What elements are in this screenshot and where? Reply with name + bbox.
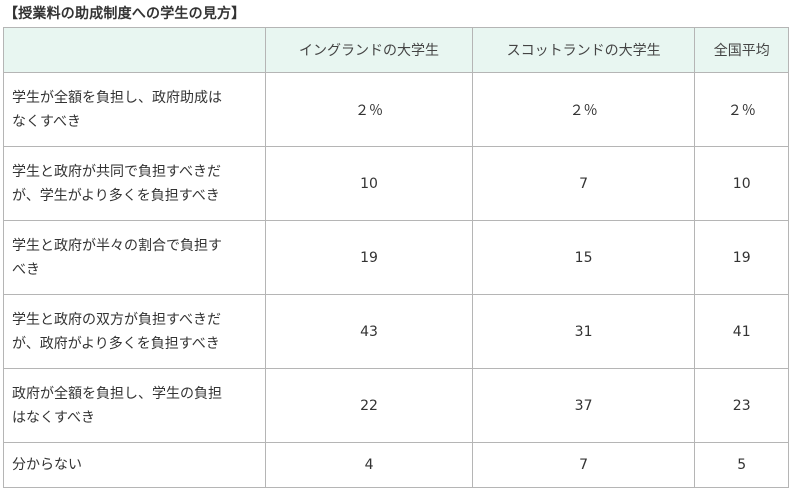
row-label-line: 学生と政府が半々の割合で負担す <box>12 237 222 254</box>
row-label-line: 政府が全額を負担し、学生の負担 <box>12 385 222 402</box>
cell-national-average: 5 <box>694 442 789 488</box>
cell-national-average: 23 <box>694 368 789 443</box>
row-label: 政府が全額を負担し、学生の負担 はなくすべき <box>2 368 267 443</box>
header-scotland: スコットランドの大学生 <box>471 27 696 73</box>
row-label-line: 学生が全額を負担し、政府助成は <box>12 89 222 106</box>
cell-england: 19 <box>265 220 473 295</box>
cell-scotland: 37 <box>471 368 696 443</box>
row-label-line: なくすべき <box>12 113 82 130</box>
header-corner-cell <box>2 27 267 73</box>
cell-england: 10 <box>265 146 473 221</box>
table-row: 学生と政府が共同で負担すべきだ が、学生がより多くを負担すべき 10 7 10 <box>2 146 789 221</box>
cell-national-average: 10 <box>694 146 789 221</box>
row-label: 学生と政府が半々の割合で負担す べき <box>2 220 267 295</box>
cell-national-average: 41 <box>694 294 789 369</box>
cell-scotland: 7 <box>471 442 696 488</box>
cell-national-average: 19 <box>694 220 789 295</box>
survey-table: イングランドの大学生 スコットランドの大学生 全国平均 学生が全額を負担し、政府… <box>2 27 789 488</box>
cell-scotland: ２％ <box>471 72 696 147</box>
row-label: 学生と政府が共同で負担すべきだ が、学生がより多くを負担すべき <box>2 146 267 221</box>
table-row: 分からない 4 7 5 <box>2 442 789 488</box>
row-label-line: が、政府がより多くを負担すべき <box>12 335 220 352</box>
table-row: 政府が全額を負担し、学生の負担 はなくすべき 22 37 23 <box>2 368 789 443</box>
row-label: 学生が全額を負担し、政府助成は なくすべき <box>2 72 267 147</box>
row-label: 学生と政府の双方が負担すべきだ が、政府がより多くを負担すべき <box>2 294 267 369</box>
cell-england: ２％ <box>265 72 473 147</box>
cell-scotland: 15 <box>471 220 696 295</box>
cell-england: 43 <box>265 294 473 369</box>
table-row: 学生と政府が半々の割合で負担す べき 19 15 19 <box>2 220 789 295</box>
cell-england: 4 <box>265 442 473 488</box>
table-row: 学生と政府の双方が負担すべきだ が、政府がより多くを負担すべき 43 31 41 <box>2 294 789 369</box>
row-label-line: 学生と政府が共同で負担すべきだ <box>12 163 222 180</box>
row-label-line: はなくすべき <box>12 409 96 426</box>
row-label-line: べき <box>12 261 40 278</box>
cell-england: 22 <box>265 368 473 443</box>
row-label-line: 分からない <box>12 457 82 473</box>
header-row: イングランドの大学生 スコットランドの大学生 全国平均 <box>2 27 789 73</box>
table-row: 学生が全額を負担し、政府助成は なくすべき ２％ ２％ ２％ <box>2 72 789 147</box>
header-england: イングランドの大学生 <box>265 27 473 73</box>
cell-national-average: ２％ <box>694 72 789 147</box>
cell-scotland: 7 <box>471 146 696 221</box>
row-label-line: 学生と政府の双方が負担すべきだ <box>12 311 222 328</box>
header-national-average: 全国平均 <box>694 27 789 73</box>
table-caption: 【授業料の助成制度への学生の見方】 <box>4 6 246 22</box>
row-label-line: が、学生がより多くを負担すべき <box>12 187 220 204</box>
cell-scotland: 31 <box>471 294 696 369</box>
row-label: 分からない <box>2 442 267 488</box>
